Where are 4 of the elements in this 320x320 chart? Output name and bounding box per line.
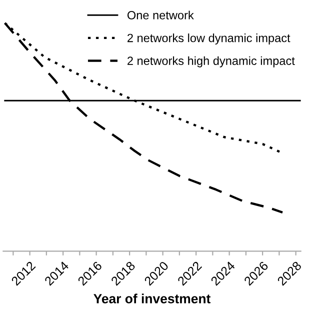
legend-label: 2 networks high dynamic impact — [128, 56, 295, 68]
legend-label: 2 networks low dynamic impact — [128, 34, 290, 45]
legend-label: One network — [127, 10, 194, 20]
x-axis-title: Year of investment — [94, 294, 211, 304]
